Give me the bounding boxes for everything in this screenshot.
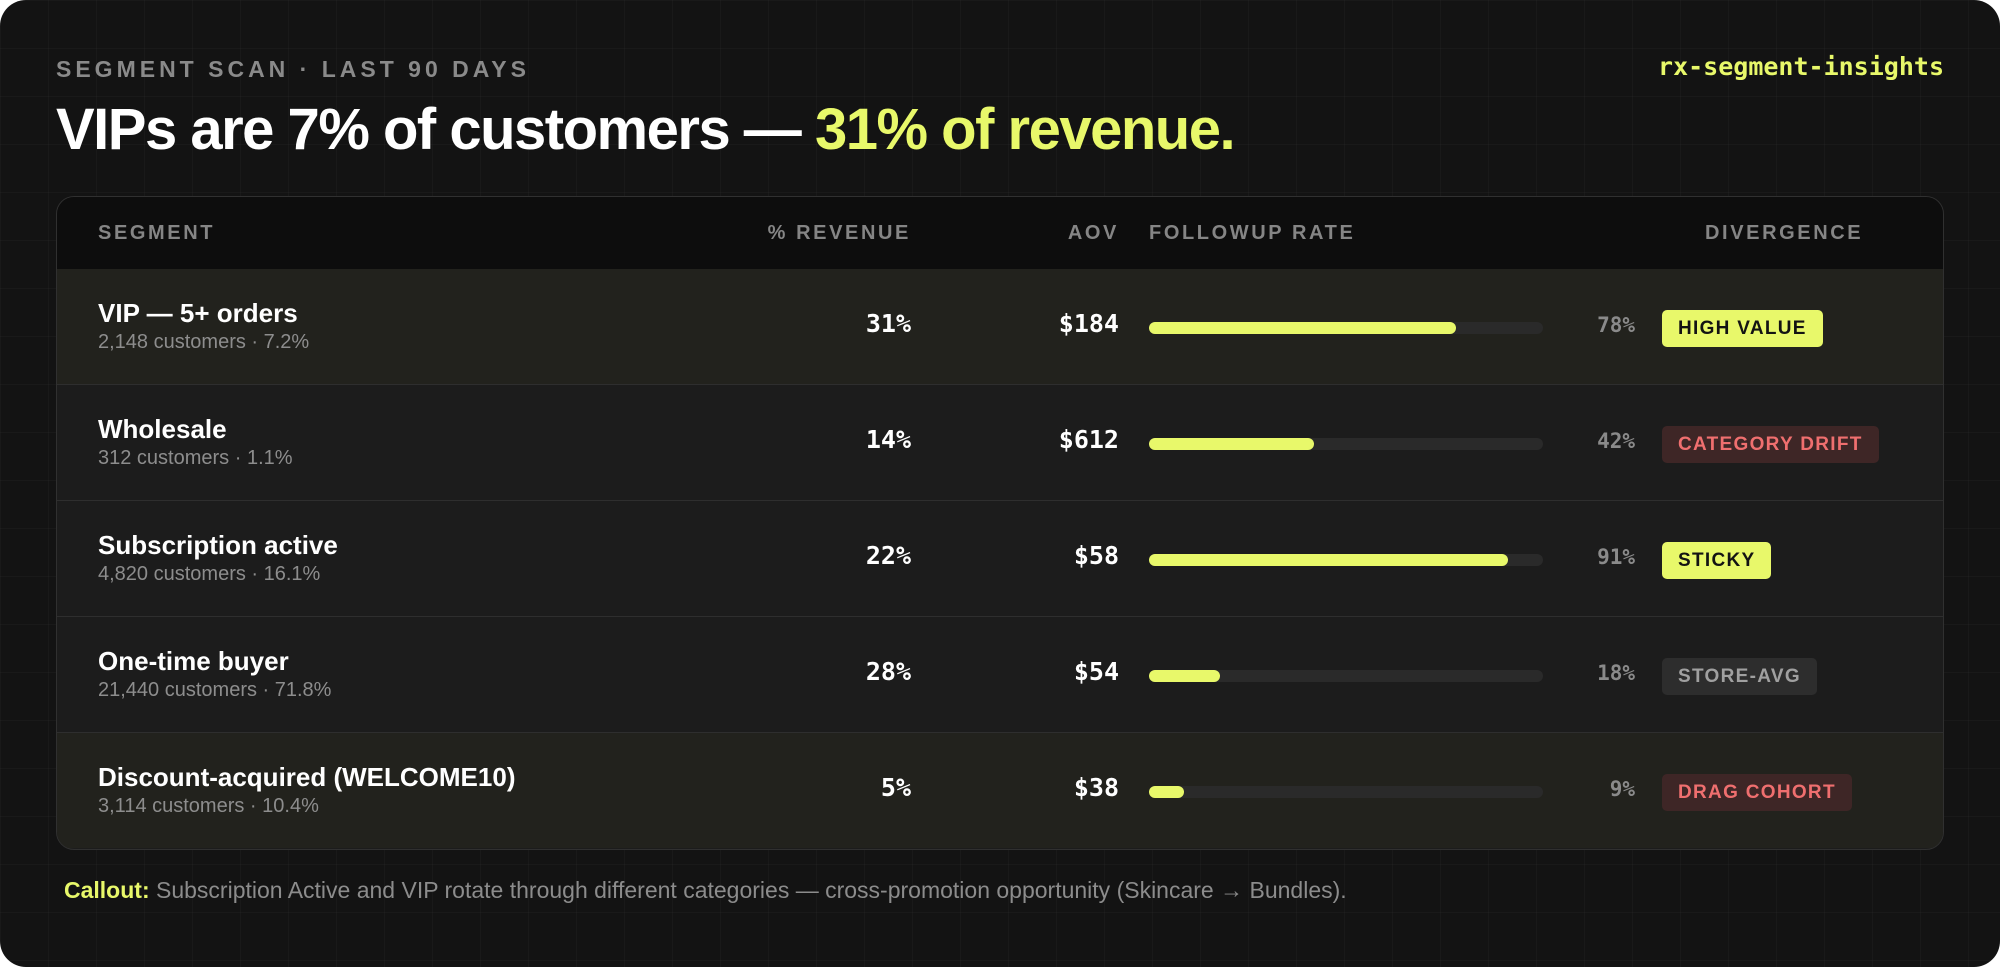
followup-rate-value: 9% [1609, 777, 1635, 801]
app-identifier: rx-segment-insights [1658, 52, 1944, 81]
headline-accent: 31% of revenue. [814, 97, 1236, 162]
table-row[interactable]: One-time buyer 21,440 customers · 71.8% 28… [57, 617, 1943, 733]
column-header-divergence[interactable]: DIVERGENCE [1705, 222, 1864, 244]
segment-customer-count: 4,820 customers · 16.1% [98, 563, 321, 585]
followup-rate-bar [1149, 670, 1543, 682]
segment-name: One-time buyer [98, 646, 289, 676]
aov-value: $184 [1058, 309, 1119, 338]
followup-rate-bar-fill [1149, 554, 1508, 566]
table-header: SEGMENT % REVENUE AOV FOLLOWUP RATE DIVE… [57, 197, 1943, 270]
followup-rate-bar [1149, 438, 1543, 450]
divergence-badge: HIGH VALUE [1662, 310, 1823, 347]
table-row[interactable]: Discount-acquired (WELCOME10) 3,114 custo… [57, 733, 1943, 848]
segment-name: Wholesale [98, 414, 227, 444]
aov-value: $54 [1073, 657, 1119, 686]
segment-table: SEGMENT % REVENUE AOV FOLLOWUP RATE DIVE… [56, 196, 1944, 850]
callout-text: Subscription Active and VIP rotate throu… [149, 877, 1347, 903]
divergence-badge: DRAG COHORT [1662, 774, 1852, 811]
table-row[interactable]: Subscription active 4,820 customers · 16.… [57, 501, 1943, 617]
followup-rate-bar-fill [1149, 786, 1185, 798]
followup-rate-value: 91% [1597, 545, 1635, 569]
revenue-share-value: 28% [865, 657, 911, 686]
column-header-revenue[interactable]: % REVENUE [767, 222, 911, 244]
segment-customer-count: 3,114 customers · 10.4% [98, 795, 319, 817]
column-header-followup-rate[interactable]: FOLLOWUP RATE [1149, 222, 1356, 244]
segment-name: VIP — 5+ orders [98, 298, 298, 328]
callout-label: Callout: [64, 877, 150, 903]
column-header-aov[interactable]: AOV [1067, 222, 1119, 244]
divergence-badge: STICKY [1662, 542, 1772, 579]
page-title: VIPs are 7% of customers — 31% of revenu… [56, 96, 1236, 163]
followup-rate-bar [1149, 322, 1543, 334]
segment-customer-count: 312 customers · 1.1% [98, 447, 293, 469]
headline-main: VIPs are 7% of customers — [56, 97, 815, 162]
revenue-share-value: 22% [865, 541, 911, 570]
aov-value: $38 [1073, 773, 1119, 802]
followup-rate-value: 42% [1597, 429, 1635, 453]
aov-value: $58 [1073, 541, 1119, 570]
segment-name: Subscription active [98, 530, 338, 560]
table-row[interactable]: Wholesale 312 customers · 1.1% 14% $612 42% C… [57, 385, 1943, 501]
segment-name: Discount-acquired (WELCOME10) [98, 762, 516, 792]
column-header-segment[interactable]: SEGMENT [98, 222, 216, 244]
revenue-share-value: 31% [865, 309, 911, 338]
followup-rate-bar [1149, 786, 1543, 798]
aov-value: $612 [1058, 425, 1119, 454]
revenue-share-value: 5% [880, 773, 911, 802]
followup-rate-value: 18% [1597, 661, 1635, 685]
followup-rate-bar-fill [1149, 322, 1457, 334]
followup-rate-value: 78% [1597, 313, 1635, 337]
segment-customer-count: 2,148 customers · 7.2% [98, 331, 310, 353]
segment-customer-count: 21,440 customers · 71.8% [98, 679, 332, 701]
table-row[interactable]: VIP — 5+ orders 2,148 customers · 7.2% 31%… [57, 269, 1943, 385]
followup-rate-bar-fill [1149, 438, 1315, 450]
divergence-badge: STORE-AVG [1662, 658, 1817, 695]
revenue-share-value: 14% [865, 425, 911, 454]
callout-note: Callout: Subscription Active and VIP rot… [64, 877, 1347, 904]
followup-rate-bar [1149, 554, 1543, 566]
divergence-badge: CATEGORY DRIFT [1662, 426, 1879, 463]
eyebrow-label: SEGMENT SCAN · LAST 90 DAYS [56, 56, 530, 82]
followup-rate-bar-fill [1149, 670, 1220, 682]
